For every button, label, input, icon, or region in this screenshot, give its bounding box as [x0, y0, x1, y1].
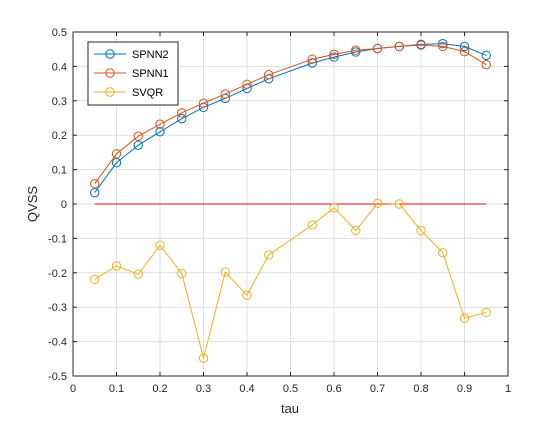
axes-layer [72, 31, 509, 377]
data-point-svqr [264, 250, 274, 260]
data-point-spnn1 [90, 179, 100, 189]
y-tick-label: 0.2 [52, 130, 67, 142]
data-point-svqr [372, 198, 383, 209]
data-point-spnn1 [242, 79, 252, 89]
x-tick-label: 0.5 [283, 383, 298, 395]
data-point-spnn1 [351, 45, 361, 55]
legend-label-spnn2: SPNN2 [132, 49, 169, 61]
data-point-svqr [155, 240, 165, 250]
y-tick-label: 0.3 [52, 96, 67, 108]
data-point-spnn1 [111, 149, 122, 159]
axes-box [72, 31, 509, 377]
y-tick-label: 0.4 [52, 61, 67, 73]
legend-marker-spnn1 [105, 68, 115, 78]
data-point-spnn1 [329, 49, 339, 60]
data-point-spnn2 [329, 52, 339, 62]
series-line-svqr [94, 202, 487, 359]
data-point-svqr [307, 220, 317, 230]
data-point-svqr [90, 274, 100, 285]
legend-label-svqr: SVQR [132, 87, 163, 99]
x-axis-label: tau [281, 401, 299, 416]
data-point-spnn2 [90, 187, 100, 198]
data-point-svqr [242, 290, 252, 300]
data-point-spnn1 [220, 89, 230, 99]
legend-label-spnn1: SPNN1 [132, 68, 169, 80]
data-point-spnn1 [416, 40, 426, 50]
x-tick-label: 0.2 [152, 383, 167, 395]
y-tick-label: -0.2 [48, 268, 67, 280]
data-point-spnn2 [133, 140, 143, 150]
data-point-spnn1 [372, 43, 383, 54]
data-point-spnn2 [438, 38, 448, 49]
x-tick-label: 0.9 [457, 383, 472, 395]
legend-marker-spnn2 [105, 49, 115, 59]
data-point-spnn2 [459, 41, 470, 52]
series-layer [90, 38, 491, 363]
y-tick-label: 0.5 [52, 27, 67, 39]
x-tick-label: 0.1 [109, 383, 124, 395]
data-point-spnn1 [264, 69, 274, 80]
x-tick-label: 0.7 [370, 383, 385, 395]
y-tick-label: -0.4 [48, 337, 67, 349]
y-tick-label: -0.5 [48, 371, 67, 383]
y-tick-label: -0.1 [48, 233, 67, 245]
x-tick-label: 0.3 [196, 383, 211, 395]
x-tick-label: 0.8 [413, 383, 428, 395]
data-point-spnn1 [198, 98, 209, 108]
data-point-svqr [329, 203, 339, 213]
data-point-svqr [111, 261, 122, 271]
legend: SPNN2 SPNN1 SVQR [87, 41, 179, 106]
data-point-svqr [198, 353, 209, 363]
y-axis-label: QVSS [25, 186, 40, 222]
data-point-spnn1 [133, 131, 143, 141]
data-point-spnn2 [155, 127, 165, 137]
data-point-spnn2 [177, 113, 187, 124]
data-point-spnn1 [481, 59, 491, 70]
data-point-spnn2 [481, 50, 491, 61]
data-point-svqr [133, 269, 143, 279]
y-tick-label: 0.1 [52, 165, 67, 177]
tick-labels: 0 0.1 0.2 0.3 0.4 0.5 0.6 0.7 0.8 0.9 1 -0.5 -0.4 -0.… [48, 27, 511, 395]
data-point-svqr [351, 225, 361, 236]
x-tick-label: 1 [505, 383, 511, 395]
data-point-svqr [416, 225, 426, 236]
data-point-spnn1 [307, 54, 317, 64]
data-point-svqr [459, 313, 470, 323]
x-tick-label: 0 [70, 383, 76, 395]
legend-marker-svqr [105, 87, 115, 97]
series-svqr [90, 198, 491, 363]
data-point-spnn1 [459, 46, 470, 57]
data-point-svqr [220, 267, 230, 277]
data-point-spnn1 [155, 119, 165, 129]
x-tick-label: 0.4 [239, 383, 254, 395]
data-point-svqr [438, 248, 448, 258]
data-point-svqr [177, 268, 187, 279]
data-point-spnn1 [438, 41, 448, 52]
series-spnn1 [90, 40, 491, 189]
data-point-svqr [481, 307, 491, 318]
y-tick-label: -0.3 [48, 302, 67, 314]
y-tick-label: 0 [61, 199, 67, 211]
data-point-spnn1 [177, 108, 187, 118]
data-point-svqr [394, 199, 404, 209]
x-tick-label: 0.6 [326, 383, 341, 395]
data-point-spnn1 [394, 41, 404, 52]
data-point-spnn2 [111, 158, 122, 168]
